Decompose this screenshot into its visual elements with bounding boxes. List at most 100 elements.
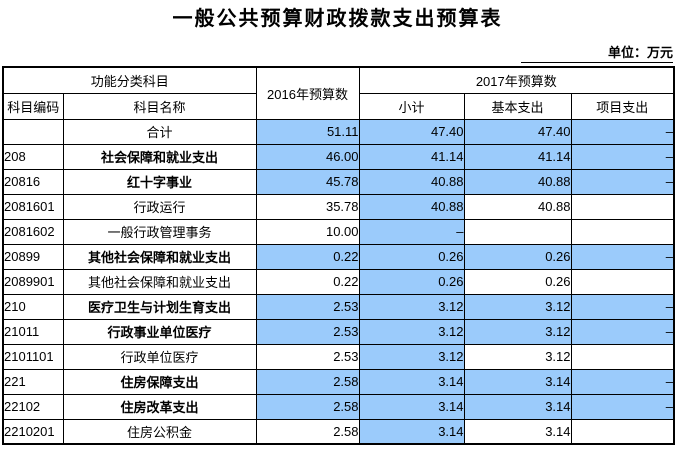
basic-cell: 3.14 <box>463 418 572 445</box>
code-cell: 208 <box>2 143 64 170</box>
project-cell: – <box>570 393 675 420</box>
code-cell: 2210201 <box>2 418 64 445</box>
basic-cell: 40.88 <box>463 193 572 220</box>
y2016-cell: 45.78 <box>255 168 360 195</box>
table-row: 21011 行政事业单位医疗 2.53 3.12 3.12 – <box>2 318 675 345</box>
code-cell: 22102 <box>2 393 64 420</box>
name-cell: 行政运行 <box>62 193 257 220</box>
table-row: 210 医疗卫生与计划生育支出 2.53 3.12 3.12 – <box>2 293 675 320</box>
project-cell: – <box>570 143 675 170</box>
code-cell: 221 <box>2 368 64 395</box>
header-subject-code: 科目编码 <box>2 92 64 120</box>
table-row: 22102 住房改革支出 2.58 3.14 3.14 – <box>2 393 675 420</box>
table-header: 功能分类科目 2016年预算数 2017年预算数 科目编码 科目名称 小计 基本… <box>2 66 675 120</box>
basic-cell: 0.26 <box>463 243 572 270</box>
code-cell: 2081601 <box>2 193 64 220</box>
code-cell: 2101101 <box>2 343 64 370</box>
basic-cell: 0.26 <box>463 268 572 295</box>
basic-cell: 40.88 <box>463 168 572 195</box>
subtotal-cell: – <box>358 218 465 245</box>
subtotal-cell: 0.26 <box>358 268 465 295</box>
code-cell: 2081602 <box>2 218 64 245</box>
y2016-cell: 2.58 <box>255 418 360 445</box>
project-cell: – <box>570 118 675 145</box>
project-cell <box>570 218 675 245</box>
project-cell: – <box>570 168 675 195</box>
y2016-cell: 10.00 <box>255 218 360 245</box>
unit-label: 单位：万元 <box>521 45 673 63</box>
project-cell: – <box>570 368 675 395</box>
basic-cell <box>463 218 572 245</box>
subtotal-cell: 40.88 <box>358 193 465 220</box>
subtotal-cell: 3.12 <box>358 318 465 345</box>
y2016-cell: 0.22 <box>255 268 360 295</box>
name-cell: 住房保障支出 <box>62 368 257 395</box>
project-cell: – <box>570 318 675 345</box>
name-cell: 其他社会保障和就业支出 <box>62 243 257 270</box>
table-row-total: 合计 51.11 47.40 47.40 – <box>2 118 675 145</box>
basic-cell: 3.14 <box>463 368 572 395</box>
subtotal-cell: 40.88 <box>358 168 465 195</box>
name-cell: 合计 <box>62 118 257 145</box>
project-cell <box>570 193 675 220</box>
subtotal-cell: 3.14 <box>358 393 465 420</box>
code-cell: 20816 <box>2 168 64 195</box>
basic-cell: 3.12 <box>463 318 572 345</box>
name-cell: 其他社会保障和就业支出 <box>62 268 257 295</box>
name-cell: 住房改革支出 <box>62 393 257 420</box>
header-budget-2017: 2017年预算数 <box>358 66 675 94</box>
subtotal-cell: 41.14 <box>358 143 465 170</box>
basic-cell: 3.14 <box>463 393 572 420</box>
y2016-cell: 2.58 <box>255 393 360 420</box>
budget-table: 功能分类科目 2016年预算数 2017年预算数 科目编码 科目名称 小计 基本… <box>2 66 675 445</box>
subtotal-cell: 0.26 <box>358 243 465 270</box>
table-row: 2081601 行政运行 35.78 40.88 40.88 <box>2 193 675 220</box>
header-row-2: 科目编码 科目名称 小计 基本支出 项目支出 <box>2 92 675 120</box>
project-cell <box>570 343 675 370</box>
y2016-cell: 0.22 <box>255 243 360 270</box>
table-row: 2210201 住房公积金 2.58 3.14 3.14 <box>2 418 675 445</box>
basic-cell: 3.12 <box>463 293 572 320</box>
project-cell: – <box>570 293 675 320</box>
table-body: 合计 51.11 47.40 47.40 – 208 社会保障和就业支出 46.… <box>2 118 675 445</box>
subtotal-cell: 47.40 <box>358 118 465 145</box>
code-cell <box>2 118 64 145</box>
table-row: 221 住房保障支出 2.58 3.14 3.14 – <box>2 368 675 395</box>
name-cell: 医疗卫生与计划生育支出 <box>62 293 257 320</box>
code-cell: 2089901 <box>2 268 64 295</box>
y2016-cell: 35.78 <box>255 193 360 220</box>
header-basic-expenditure: 基本支出 <box>463 92 572 120</box>
name-cell: 行政事业单位医疗 <box>62 318 257 345</box>
y2016-cell: 51.11 <box>255 118 360 145</box>
subtotal-cell: 3.14 <box>358 368 465 395</box>
y2016-cell: 2.53 <box>255 293 360 320</box>
code-cell: 210 <box>2 293 64 320</box>
table-row: 2101101 行政单位医疗 2.53 3.12 3.12 <box>2 343 675 370</box>
basic-cell: 3.12 <box>463 343 572 370</box>
subtotal-cell: 3.12 <box>358 343 465 370</box>
y2016-cell: 46.00 <box>255 143 360 170</box>
name-cell: 行政单位医疗 <box>62 343 257 370</box>
project-cell <box>570 268 675 295</box>
y2016-cell: 2.53 <box>255 318 360 345</box>
table-row: 20899 其他社会保障和就业支出 0.22 0.26 0.26 – <box>2 243 675 270</box>
header-subtotal: 小计 <box>358 92 465 120</box>
header-functional-category: 功能分类科目 <box>2 66 257 94</box>
project-cell <box>570 418 675 445</box>
header-row-1: 功能分类科目 2016年预算数 2017年预算数 <box>2 66 675 120</box>
name-cell: 红十字事业 <box>62 168 257 195</box>
table-row: 208 社会保障和就业支出 46.00 41.14 41.14 – <box>2 143 675 170</box>
code-cell: 21011 <box>2 318 64 345</box>
basic-cell: 47.40 <box>463 118 572 145</box>
name-cell: 一般行政管理事务 <box>62 218 257 245</box>
code-cell: 20899 <box>2 243 64 270</box>
project-cell: – <box>570 243 675 270</box>
subtotal-cell: 3.12 <box>358 293 465 320</box>
table-row: 2089901 其他社会保障和就业支出 0.22 0.26 0.26 <box>2 268 675 295</box>
y2016-cell: 2.58 <box>255 368 360 395</box>
page-title: 一般公共预算财政拨款支出预算表 <box>172 8 503 30</box>
header-budget-2016: 2016年预算数 <box>255 66 360 120</box>
name-cell: 住房公积金 <box>62 418 257 445</box>
table-row: 2081602 一般行政管理事务 10.00 – <box>2 218 675 245</box>
